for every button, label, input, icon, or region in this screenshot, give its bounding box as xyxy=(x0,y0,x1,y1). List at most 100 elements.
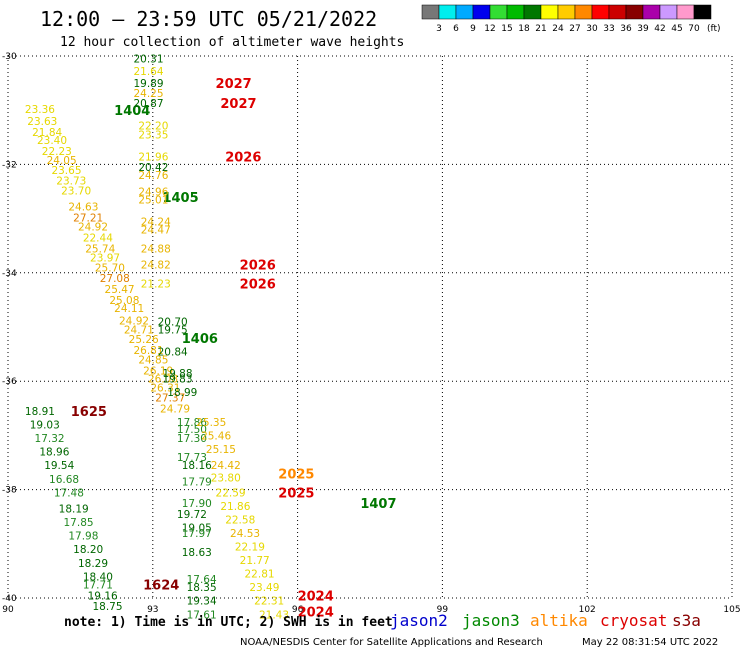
swh-value: 25.74 xyxy=(85,243,115,255)
swh-value: 19.89 xyxy=(133,78,163,90)
swh-value: 17.64 xyxy=(187,574,217,586)
swh-value: 21.43 xyxy=(259,609,289,621)
swh-value: 24.53 xyxy=(230,528,260,540)
swh-value: 19.54 xyxy=(44,460,74,472)
x-tick-label: 99 xyxy=(437,605,449,615)
swh-value: 18.16 xyxy=(182,460,212,472)
swh-value: 17.32 xyxy=(35,433,65,445)
colorbar-swatch xyxy=(574,4,593,20)
swh-value: 23.35 xyxy=(138,130,168,142)
swh-value: 17.71 xyxy=(83,579,113,591)
pass-label: 1404 xyxy=(114,104,150,119)
colorbar-swatch xyxy=(489,4,508,20)
swh-value: 23.63 xyxy=(27,116,57,128)
colorbar-label: 3 xyxy=(436,24,442,34)
swh-value: 17.79 xyxy=(182,476,212,488)
swh-value: 17.73 xyxy=(177,452,207,464)
colorbar-label: 9 xyxy=(470,24,476,34)
swh-value: 22.19 xyxy=(235,542,265,554)
colorbar-label: 18 xyxy=(518,24,530,34)
pass-label: 2027 xyxy=(216,77,252,92)
swh-value: 17.98 xyxy=(68,531,98,543)
y-tick-label: -32 xyxy=(2,160,17,170)
y-tick-label: -34 xyxy=(2,269,17,279)
swh-value: 17.48 xyxy=(54,487,84,499)
swh-value: 19.75 xyxy=(158,325,188,337)
colorbar-swatch xyxy=(608,4,627,20)
swh-value: 19.03 xyxy=(30,420,60,432)
swh-value: 20.70 xyxy=(158,317,188,329)
colorbar-swatch xyxy=(642,4,661,20)
swh-value: 24.11 xyxy=(114,303,144,315)
colorbar-label: 24 xyxy=(552,24,564,34)
swh-value: 24.92 xyxy=(119,315,149,327)
pass-label: 1625 xyxy=(71,405,107,420)
colorbar-label: 42 xyxy=(654,24,665,34)
swh-value: 26.08 xyxy=(148,373,178,385)
colorbar-swatch xyxy=(438,4,457,20)
swh-value: 24.63 xyxy=(68,202,98,214)
colorbar-swatch xyxy=(506,4,525,20)
swh-value: 21.84 xyxy=(32,127,62,139)
swh-value: 23.70 xyxy=(61,185,91,197)
swh-value: 21.96 xyxy=(138,151,168,163)
swh-value: 17.61 xyxy=(187,609,217,621)
swh-value: 27.08 xyxy=(100,273,130,285)
y-tick-label: -40 xyxy=(2,594,17,604)
legend-s3a: s3a xyxy=(672,611,701,630)
colorbar-label: 27 xyxy=(569,24,580,34)
swh-value: 25.35 xyxy=(196,417,226,429)
swh-value: 24.82 xyxy=(141,260,171,272)
swh-value: 24.79 xyxy=(160,403,190,415)
pass-label: 2024 xyxy=(298,589,334,604)
swh-value: 19.88 xyxy=(162,368,192,380)
swh-value: 21.86 xyxy=(220,501,250,513)
colorbar-label: 21 xyxy=(535,24,546,34)
legend-altika: altika xyxy=(530,611,588,630)
swh-value: 23.40 xyxy=(37,135,67,147)
legend-jason3: jason3 xyxy=(462,611,520,630)
note-text: note: 1) Time is in UTC; 2) SWH is in fe… xyxy=(64,615,393,630)
pass-label: 2024 xyxy=(298,606,334,621)
swh-value: 25.15 xyxy=(206,444,236,456)
colorbar-label: 39 xyxy=(637,24,649,34)
pass-label: 1406 xyxy=(182,332,218,347)
swh-value: 17.85 xyxy=(64,517,94,529)
colorbar-label: 15 xyxy=(501,24,512,34)
swh-value: 24.42 xyxy=(211,460,241,472)
swh-value: 20.31 xyxy=(133,54,163,66)
colorbar-swatch xyxy=(421,4,440,20)
pass-label: 1407 xyxy=(360,497,396,512)
swh-value: 18.20 xyxy=(73,544,103,556)
swh-value: 18.35 xyxy=(187,582,217,594)
swh-value: 19.72 xyxy=(177,509,207,521)
swh-value: 23.97 xyxy=(90,253,120,265)
swh-value: 24.71 xyxy=(124,325,154,337)
colorbar-swatch xyxy=(523,4,542,20)
swh-value: 24.25 xyxy=(133,88,163,100)
swh-value: 18.19 xyxy=(59,504,89,516)
swh-value: 24.88 xyxy=(141,243,171,255)
colorbar-swatch xyxy=(625,4,644,20)
colorbar-swatch xyxy=(676,4,695,20)
swh-value: 25.70 xyxy=(95,262,125,274)
chart-subtitle: 12 hour collection of altimeter wave hei… xyxy=(60,35,404,50)
colorbar-label: 33 xyxy=(603,24,614,34)
swh-value: 23.36 xyxy=(25,104,55,116)
swh-value: 18.99 xyxy=(167,387,197,399)
footer-left: NOAA/NESDIS Center for Satellite Applica… xyxy=(240,637,543,648)
swh-value: 22.20 xyxy=(138,120,168,132)
swh-value: 20.84 xyxy=(158,346,188,358)
colorbar-swatch xyxy=(591,4,610,20)
x-tick-label: 102 xyxy=(579,605,596,615)
y-tick-label: -36 xyxy=(2,377,17,387)
colorbar-swatch xyxy=(540,4,559,20)
pass-label: 2025 xyxy=(278,486,314,501)
footer-right: May 22 08:31:54 UTC 2022 xyxy=(582,637,718,648)
swh-value: 25.47 xyxy=(105,284,135,296)
pass-label: 2026 xyxy=(225,150,261,165)
swh-value: 27.21 xyxy=(73,213,103,225)
pass-label: 1624 xyxy=(143,578,179,593)
swh-value: 23.49 xyxy=(249,582,279,594)
colorbar-swatch xyxy=(455,4,474,20)
